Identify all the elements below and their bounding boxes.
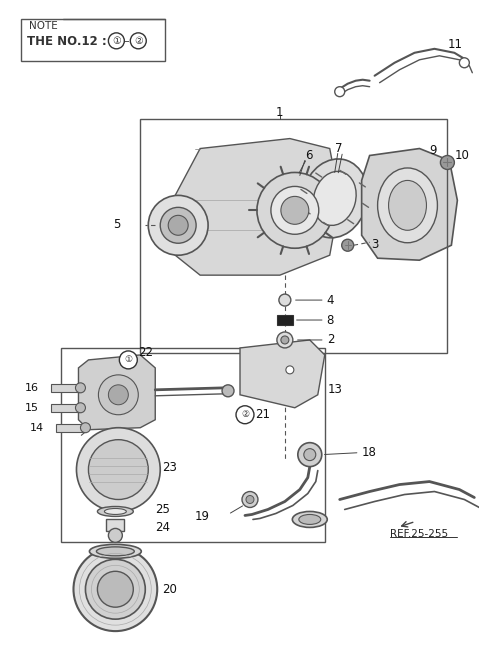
Text: 13: 13 [328, 383, 343, 396]
Text: THE NO.12 :: THE NO.12 : [26, 35, 107, 48]
Circle shape [75, 403, 85, 413]
Circle shape [257, 172, 333, 248]
Circle shape [98, 375, 138, 415]
Ellipse shape [313, 172, 356, 225]
Text: 2: 2 [327, 333, 334, 346]
Circle shape [76, 428, 160, 512]
Circle shape [130, 33, 146, 49]
Circle shape [160, 208, 196, 243]
Circle shape [222, 385, 234, 397]
Ellipse shape [89, 544, 141, 558]
Bar [50, 403, 81, 412]
Circle shape [85, 559, 145, 619]
Text: 7: 7 [335, 142, 342, 155]
Ellipse shape [378, 168, 437, 243]
Text: 14: 14 [29, 422, 44, 433]
Polygon shape [361, 149, 457, 260]
Circle shape [120, 351, 137, 369]
Text: 1: 1 [276, 106, 284, 119]
Text: 21: 21 [255, 408, 270, 421]
Circle shape [286, 366, 294, 374]
Text: 15: 15 [24, 403, 38, 413]
Circle shape [108, 33, 124, 49]
Text: NOTE: NOTE [29, 21, 58, 31]
Text: 20: 20 [162, 583, 177, 596]
Circle shape [279, 294, 291, 306]
Circle shape [242, 491, 258, 508]
Circle shape [335, 86, 345, 97]
Bar [56, 424, 85, 432]
Text: 11: 11 [447, 39, 462, 51]
Circle shape [108, 529, 122, 542]
Text: 9: 9 [430, 144, 437, 157]
Ellipse shape [389, 180, 426, 231]
Circle shape [108, 385, 128, 405]
Text: 8: 8 [327, 314, 334, 327]
Ellipse shape [292, 512, 327, 527]
Ellipse shape [104, 508, 126, 514]
Text: –: – [123, 36, 129, 46]
Ellipse shape [97, 506, 133, 516]
Text: 10: 10 [455, 149, 469, 162]
Circle shape [281, 196, 309, 224]
Circle shape [75, 383, 85, 393]
Bar [50, 384, 81, 392]
Text: 5: 5 [113, 218, 120, 231]
Circle shape [88, 440, 148, 500]
Circle shape [81, 422, 90, 433]
Text: 6: 6 [305, 149, 312, 162]
Circle shape [277, 332, 293, 348]
Circle shape [459, 58, 469, 67]
Circle shape [304, 449, 316, 460]
Circle shape [148, 195, 208, 255]
Circle shape [73, 548, 157, 631]
Text: 19: 19 [195, 510, 210, 523]
Circle shape [441, 155, 455, 170]
Circle shape [97, 571, 133, 607]
Bar [107, 519, 124, 531]
Polygon shape [240, 340, 325, 408]
Circle shape [298, 443, 322, 466]
Polygon shape [175, 139, 340, 275]
Text: 18: 18 [361, 446, 376, 459]
Bar [60, 348, 325, 542]
Text: 3: 3 [372, 238, 379, 251]
Text: 23: 23 [162, 461, 177, 474]
Text: 4: 4 [327, 293, 334, 307]
Ellipse shape [302, 159, 368, 238]
Text: ②: ② [241, 410, 249, 419]
Bar [277, 315, 293, 325]
Ellipse shape [96, 547, 134, 556]
Bar [140, 119, 447, 353]
Text: 24: 24 [155, 521, 170, 534]
Text: 25: 25 [155, 503, 170, 516]
Text: REF.25-255: REF.25-255 [390, 529, 448, 540]
Text: ①: ① [112, 36, 121, 46]
Circle shape [168, 215, 188, 235]
Circle shape [281, 336, 289, 344]
Circle shape [246, 496, 254, 504]
Text: ①: ① [124, 356, 132, 364]
Circle shape [236, 406, 254, 424]
Circle shape [342, 239, 354, 252]
Polygon shape [78, 355, 155, 430]
Text: 22: 22 [138, 346, 153, 360]
Ellipse shape [299, 514, 321, 525]
Text: ②: ② [134, 36, 143, 46]
Circle shape [271, 187, 319, 234]
Text: 16: 16 [24, 383, 38, 393]
Bar [21, 19, 165, 61]
